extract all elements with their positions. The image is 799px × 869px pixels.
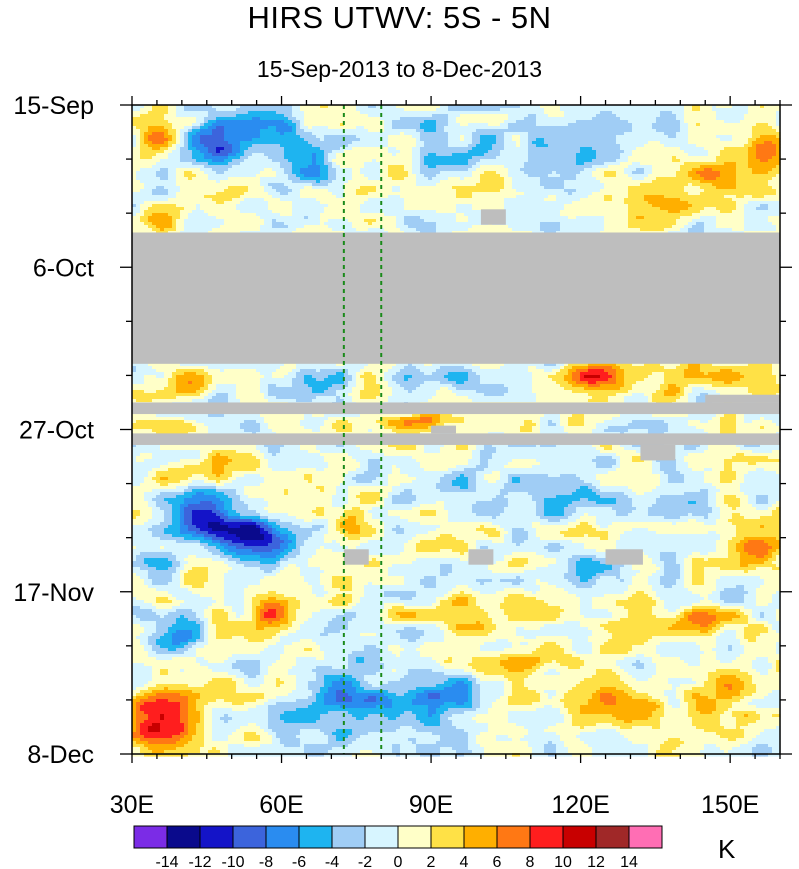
heatmap-field <box>132 105 781 757</box>
chart-svg: 30E 60E 90E 120E 150E 15-Sep6-Oct27-Oct17-No… <box>0 0 799 869</box>
